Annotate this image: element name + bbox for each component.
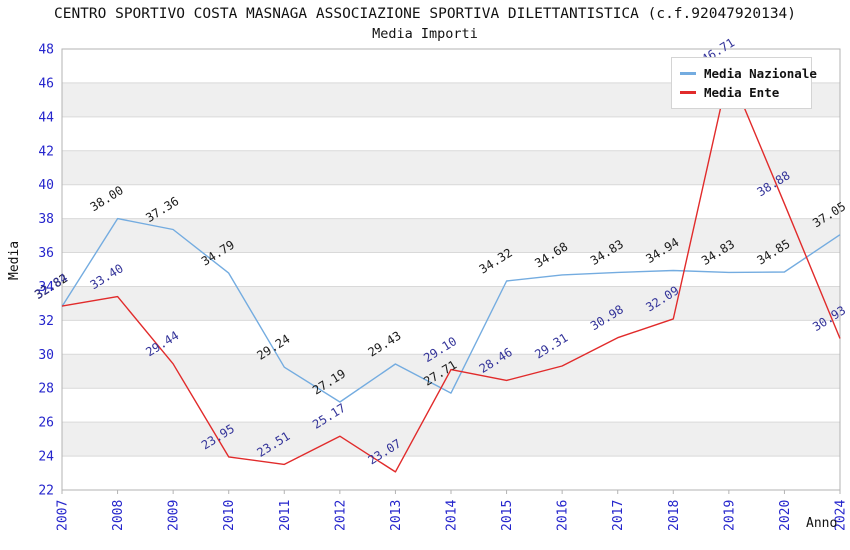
plot-band	[62, 286, 840, 321]
x-tick-label: 2011	[278, 500, 293, 531]
x-tick-label: 2015	[500, 500, 515, 531]
y-tick-label: 40	[38, 178, 54, 193]
y-tick-label: 38	[38, 212, 54, 227]
x-tick-label: 2020	[778, 500, 793, 531]
y-tick-label: 22	[38, 484, 54, 499]
legend: Media Nazionale Media Ente	[671, 57, 817, 109]
y-tick-label: 46	[38, 76, 54, 91]
chart-subtitle: Media Importi	[372, 26, 478, 42]
y-tick-label: 26	[38, 416, 54, 431]
legend-item-media-ente: Media Ente	[680, 83, 803, 102]
plot-band	[62, 218, 840, 253]
media-ente-line-icon	[680, 91, 696, 94]
x-tick-label: 2008	[111, 500, 126, 531]
y-tick-label: 48	[38, 43, 54, 58]
x-tick-label: 2012	[333, 500, 348, 531]
plot-band	[62, 422, 840, 457]
legend-label-media-nazionale: Media Nazionale	[704, 66, 817, 81]
legend-label-media-ente: Media Ente	[704, 85, 780, 100]
x-tick-label: 2018	[667, 500, 682, 531]
y-tick-label: 28	[38, 382, 54, 397]
y-tick-label: 34	[38, 280, 54, 295]
data-label: 38.00	[88, 183, 126, 214]
x-tick-label: 2007	[56, 500, 71, 531]
legend-item-media-nazionale: Media Nazionale	[680, 64, 817, 83]
y-tick-label: 32	[38, 314, 54, 329]
x-tick-label: 2016	[556, 500, 571, 531]
x-tick-label: 2014	[445, 500, 460, 531]
y-tick-label: 44	[38, 110, 54, 125]
x-axis-title: Anno	[806, 516, 838, 531]
chart-title: CENTRO SPORTIVO COSTA MASNAGA ASSOCIAZIO…	[53, 6, 797, 22]
x-tick-label: 2019	[722, 500, 737, 531]
y-tick-label: 42	[38, 144, 54, 159]
y-axis-title: Media	[7, 240, 22, 280]
plot-band	[62, 354, 840, 389]
media-nazionale-line-icon	[680, 72, 696, 75]
x-tick-label: 2013	[389, 500, 404, 531]
x-tick-label: 2009	[167, 500, 182, 531]
y-tick-label: 30	[38, 348, 54, 363]
media-nazionale-line	[61, 217, 841, 403]
x-tick-label: 2024	[834, 500, 849, 531]
plot-band	[62, 150, 840, 185]
y-tick-label: 36	[38, 246, 54, 261]
x-tick-label: 2017	[611, 500, 626, 531]
media-ente-line	[61, 70, 841, 473]
x-tick-label: 2010	[222, 500, 237, 531]
y-tick-label: 24	[38, 450, 54, 465]
